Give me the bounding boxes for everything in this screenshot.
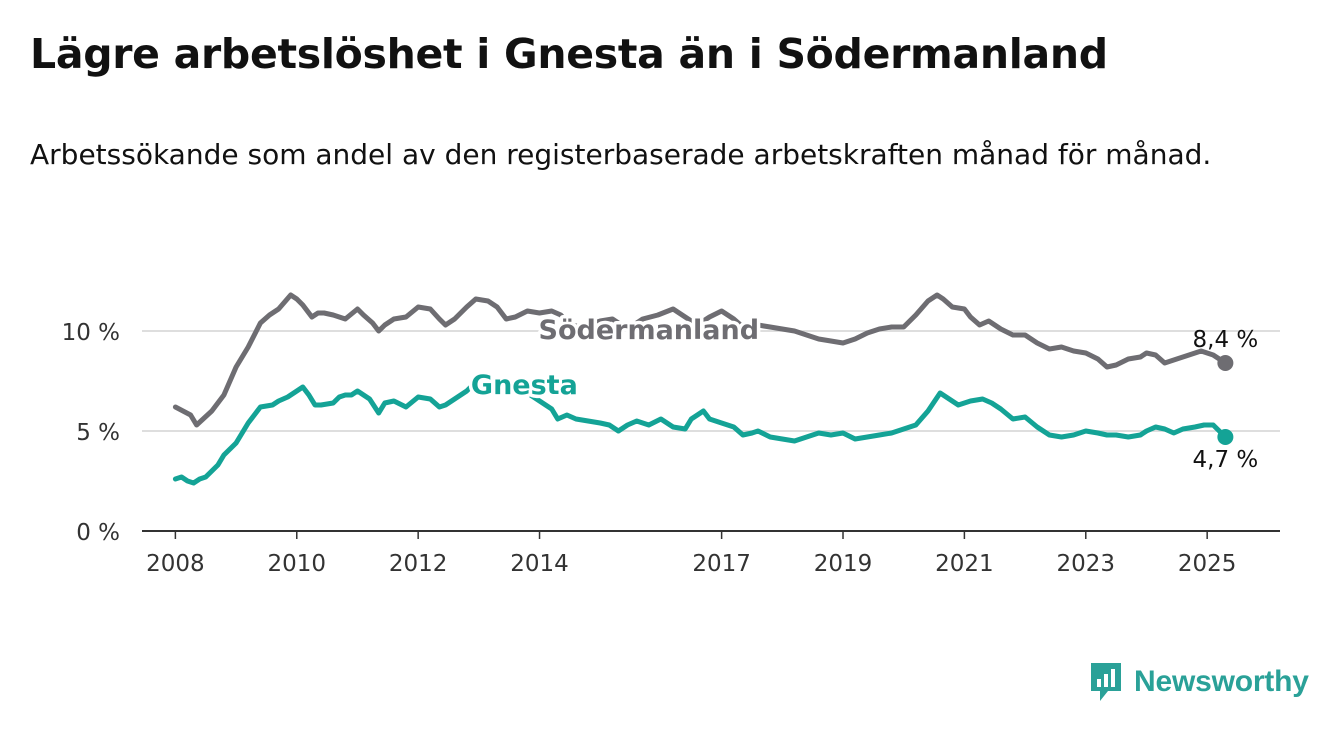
x-tick-label: 2017 — [692, 551, 751, 577]
series-lines — [172, 292, 1234, 486]
x-tick-label: 2019 — [814, 551, 873, 577]
x-tick-label: 2010 — [267, 551, 326, 577]
series-name-label: Gnesta — [471, 370, 578, 401]
gridlines — [142, 330, 1280, 432]
chart-subtitle: Arbetssökande som andel av den registerb… — [30, 138, 1212, 171]
series-line-gnesta — [172, 372, 1228, 486]
chart-title: Lägre arbetslöshet i Gnesta än i Söderma… — [30, 30, 1108, 78]
y-tick-label: 10 % — [62, 320, 120, 346]
newsworthy-brand: Newsworthy — [1088, 660, 1309, 704]
x-tick-label: 2025 — [1178, 551, 1237, 577]
x-tick-label: 2012 — [389, 551, 448, 577]
series-labels: 8,4 % 4,7 % Södermanland Gnesta — [467, 312, 1259, 474]
newsworthy-logo-icon — [1091, 663, 1121, 701]
y-tick-label: 5 % — [76, 420, 120, 446]
x-tick-label: 2014 — [510, 551, 569, 577]
x-tick-label: 2021 — [935, 551, 994, 577]
axes: 0 % 5 % 10 % 2008 2010 2012 2014 2017 2019 2021 20… — [62, 320, 1280, 577]
x-tick-label: 2008 — [146, 551, 205, 577]
y-tick-label: 0 % — [76, 520, 120, 546]
end-value-label: 8,4 % — [1193, 327, 1259, 353]
brand-name: Newsworthy — [1134, 665, 1309, 698]
end-value-label: 4,7 % — [1193, 447, 1259, 473]
end-point-s-dermanland — [1217, 355, 1234, 371]
series-line-s-dermanland — [172, 292, 1228, 428]
end-point-gnesta — [1217, 429, 1234, 445]
x-tick-label: 2023 — [1057, 551, 1116, 577]
series-name-label: Södermanland — [539, 315, 760, 346]
